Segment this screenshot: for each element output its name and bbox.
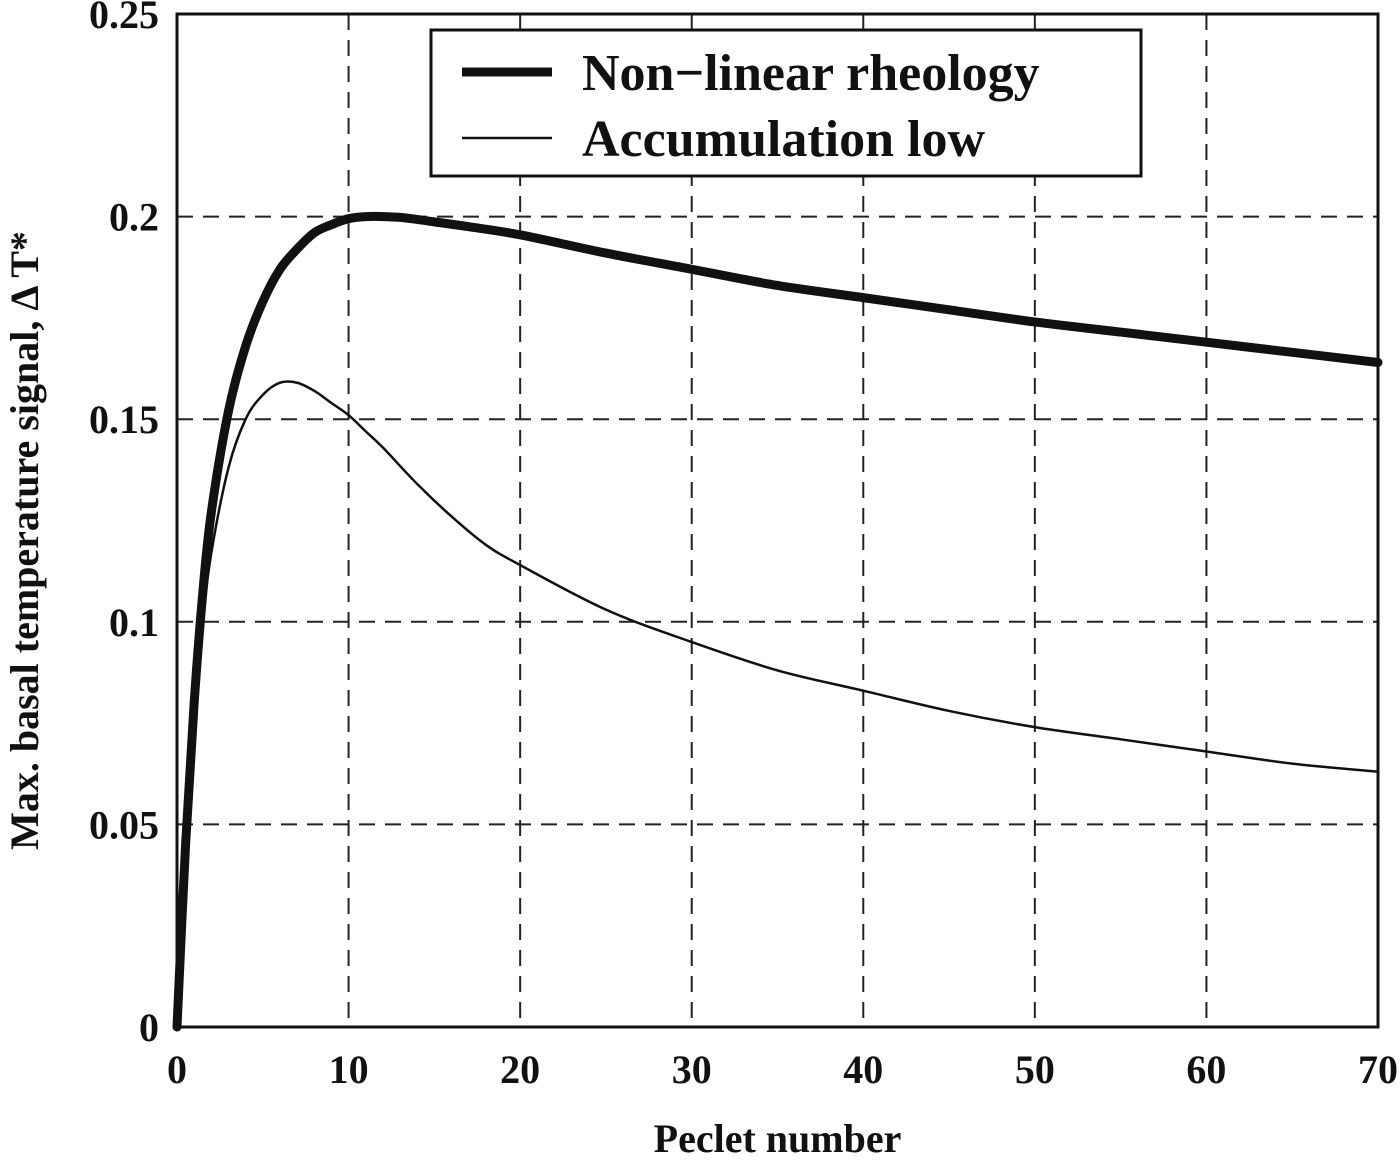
plot-frame [175,12,1380,1029]
legend-box [429,28,1143,178]
x-tick-label: 70 [1358,1047,1398,1092]
grid [177,14,1378,1027]
x-tick-label: 0 [167,1047,187,1092]
legend: Non−linear rheology Accumulation low [429,28,1143,178]
legend-label-accumulation-low: Accumulation low [582,111,985,168]
y-tick-label: 0.15 [89,397,159,442]
x-tick-label: 60 [1186,1047,1226,1092]
y-tick-label: 0.25 [89,0,159,37]
y-axis-label: Max. basal temperature signal, Δ T* [2,231,47,850]
x-tick-label: 30 [672,1047,712,1092]
y-tick-label: 0 [139,1005,159,1050]
x-tick-label: 40 [843,1047,883,1092]
y-tick-label: 0.2 [109,195,159,240]
x-tick-label: 50 [1015,1047,1055,1092]
series-group [172,211,1383,1032]
y-tick-label: 0.05 [89,802,159,847]
x-axis-label: Peclet number [654,1116,902,1160]
legend-label-non-linear-rheology: Non−linear rheology [582,45,1040,102]
x-tick-label: 20 [500,1047,540,1092]
series-line-non-linear-rheology [172,211,1383,1032]
x-tick-label: 10 [329,1047,369,1092]
y-tick-label: 0.1 [109,600,159,645]
x-tick-labels: 0 10 20 30 40 50 60 70 [167,1047,1398,1092]
y-tick-labels: 0 0.05 0.1 0.15 0.2 0.25 [89,0,159,1050]
series-line-accumulation-low [175,380,1380,1029]
